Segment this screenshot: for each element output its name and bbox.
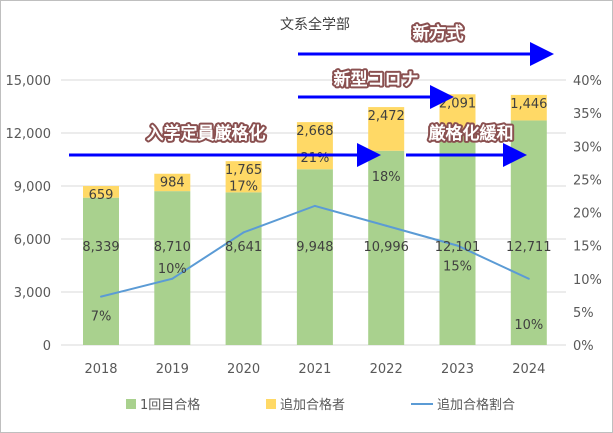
bar-first-pass (83, 197, 119, 345)
y2-tick-label: 35% (573, 107, 602, 122)
ratio-label: 17% (229, 179, 258, 194)
ratio-point (100, 295, 102, 298)
annotation-label: 新型コロナ (334, 69, 419, 90)
y2-tick-label: 5% (573, 306, 594, 321)
additional-label: 2,668 (296, 124, 333, 139)
y2-tick-label: 10% (573, 273, 602, 288)
ratio-point (242, 231, 245, 234)
ratio-point (456, 244, 459, 247)
ratio-label: 7% (91, 310, 112, 325)
annotation-label: 入学定員厳格化 (147, 123, 266, 144)
x-tick-label: 2024 (512, 362, 545, 377)
y2-tick-label: 25% (573, 173, 602, 188)
first-pass-label: 8,339 (82, 240, 119, 255)
y2-tick-label: 20% (573, 207, 602, 222)
bar-additional (225, 161, 262, 193)
additional-label: 1,446 (510, 97, 547, 112)
ratio-label: 18% (372, 170, 401, 185)
x-tick-label: 2019 (156, 362, 189, 377)
bar-first-pass (154, 191, 191, 345)
legend-label: 追加合格者 (280, 397, 345, 413)
first-pass-label: 12,101 (435, 240, 481, 255)
first-pass-label: 8,641 (225, 240, 262, 255)
legend-label: 1回目合格 (140, 397, 200, 413)
y2-tick-label: 0% (573, 339, 594, 354)
additional-label: 2,091 (439, 96, 476, 111)
y2-tick-label: 40% (573, 74, 602, 89)
additional-label: 659 (89, 188, 114, 203)
ratio-label: 21% (300, 151, 329, 166)
y-tick-label: 9,000 (14, 180, 51, 195)
bar-first-pass (296, 169, 333, 345)
ratio-label: 15% (443, 260, 472, 275)
y-tick-label: 3,000 (14, 286, 51, 301)
additional-label: 1,765 (225, 163, 262, 178)
ratio-point (171, 277, 174, 280)
bar-additional (510, 94, 547, 121)
y-tick-label: 12,000 (6, 127, 52, 142)
bar-first-pass (439, 131, 476, 345)
y2-tick-label: 15% (573, 240, 602, 255)
ratio-label: 10% (514, 318, 543, 333)
chart-title: 文系全学部 (280, 16, 350, 33)
y-tick-label: 6,000 (14, 233, 51, 248)
first-pass-label: 12,711 (506, 240, 552, 255)
additional-label: 984 (160, 176, 185, 191)
bar-first-pass (368, 150, 405, 345)
annotation-label: 厳格化緩和 (429, 123, 514, 144)
bar-additional (83, 186, 119, 198)
x-tick-label: 2022 (370, 362, 403, 377)
legend-swatch (266, 399, 276, 409)
x-tick-label: 2020 (227, 362, 260, 377)
first-pass-label: 10,996 (363, 240, 409, 255)
ratio-point (385, 224, 388, 227)
annotation-label: 新方式 (413, 23, 464, 44)
bar-first-pass (225, 192, 262, 345)
y-tick-label: 15,000 (6, 74, 52, 89)
x-tick-label: 2021 (298, 362, 331, 377)
y2-tick-label: 30% (573, 140, 602, 155)
legend-swatch (126, 399, 136, 409)
bar-additional (296, 122, 333, 170)
legend-label: 追加合格割合 (437, 397, 515, 413)
y-tick-label: 0 (43, 339, 51, 354)
ratio-point (527, 277, 530, 280)
additional-label: 2,472 (368, 109, 405, 124)
ratio-label: 10% (158, 262, 187, 277)
ratio-point (313, 204, 316, 207)
first-pass-label: 8,710 (154, 240, 191, 255)
x-tick-label: 2023 (441, 362, 474, 377)
bar-additional (154, 173, 191, 192)
first-pass-label: 9,948 (296, 240, 333, 255)
x-tick-label: 2018 (84, 362, 117, 377)
